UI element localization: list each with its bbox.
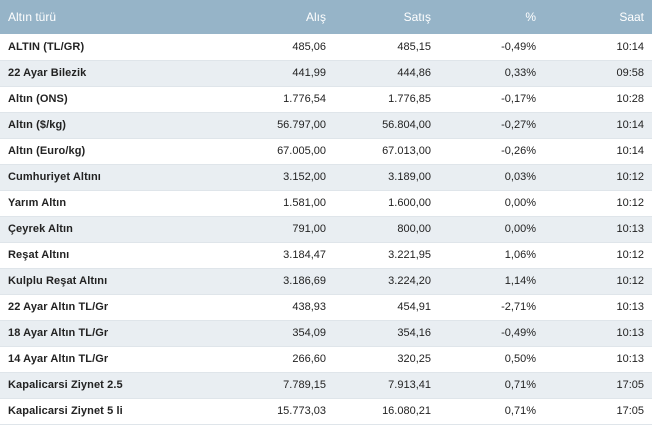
- table-body: ALTIN (TL/GR) 485,06 485,15 -0,49% 10:14…: [0, 34, 652, 424]
- cell-pct: -0,26%: [501, 145, 536, 157]
- cell-pct: -0,27%: [501, 119, 536, 131]
- table-row[interactable]: Kapalicarsi Ziynet 2.5 7.789,15 7.913,41…: [0, 372, 652, 398]
- header-time[interactable]: Saat: [619, 10, 644, 24]
- cell-buy: 485,06: [292, 40, 326, 53]
- table-row[interactable]: Altın (ONS) 1.776,54 1.776,85 -0,17% 10:…: [0, 86, 652, 112]
- cell-pct: -2,71%: [501, 301, 536, 313]
- header-pct[interactable]: %: [525, 10, 536, 24]
- cell-buy: 438,93: [292, 301, 326, 313]
- cell-pct: 0,71%: [504, 405, 536, 417]
- cell-name: Çeyrek Altın: [8, 223, 73, 235]
- cell-time: 10:13: [616, 327, 644, 339]
- cell-pct: 0,00%: [504, 197, 536, 209]
- cell-sell: 3.221,95: [388, 249, 431, 261]
- cell-name: Kapalicarsi Ziynet 5 li: [8, 405, 123, 417]
- header-buy[interactable]: Alış: [305, 10, 326, 24]
- cell-time: 10:12: [616, 275, 644, 287]
- cell-sell: 3.224,20: [388, 275, 431, 287]
- table-row[interactable]: 22 Ayar Bilezik 441,99 444,86 0,33% 09:5…: [0, 60, 652, 86]
- header-name[interactable]: Altın türü: [8, 10, 57, 24]
- cell-time: 10:13: [616, 301, 644, 313]
- cell-time: 10:12: [616, 171, 644, 183]
- cell-buy: 15.773,03: [277, 405, 326, 417]
- cell-buy: 56.797,00: [277, 119, 326, 131]
- cell-buy: 354,09: [292, 327, 326, 339]
- table-row[interactable]: 14 Ayar Altın TL/Gr 266,60 320,25 0,50% …: [0, 346, 652, 372]
- cell-buy: 3.184,47: [283, 249, 326, 261]
- cell-name: Kapalicarsi Ziynet 2.5: [8, 379, 123, 391]
- cell-sell: 485,15: [397, 40, 431, 53]
- header-sell[interactable]: Satış: [403, 10, 431, 24]
- cell-buy: 3.186,69: [283, 275, 326, 287]
- cell-buy: 791,00: [292, 223, 326, 235]
- table-row[interactable]: Reşat Altını 3.184,47 3.221,95 1,06% 10:…: [0, 242, 652, 268]
- cell-buy: 266,60: [292, 353, 326, 365]
- cell-pct: -0,49%: [501, 40, 536, 53]
- cell-pct: 1,06%: [504, 249, 536, 261]
- cell-name: Altın ($/kg): [8, 119, 67, 131]
- cell-name: Altın (Euro/kg): [8, 145, 86, 157]
- table-row[interactable]: Çeyrek Altın 791,00 800,00 0,00% 10:13: [0, 216, 652, 242]
- table-row[interactable]: 18 Ayar Altın TL/Gr 354,09 354,16 -0,49%…: [0, 320, 652, 346]
- cell-buy: 1.776,54: [283, 93, 326, 105]
- cell-time: 10:28: [616, 93, 644, 105]
- cell-pct: 0,33%: [504, 67, 536, 79]
- table-row[interactable]: Yarım Altın 1.581,00 1.600,00 0,00% 10:1…: [0, 190, 652, 216]
- cell-sell: 7.913,41: [388, 379, 431, 391]
- cell-sell: 1.600,00: [388, 197, 431, 209]
- cell-sell: 1.776,85: [388, 93, 431, 105]
- cell-pct: 0,00%: [504, 223, 536, 235]
- cell-sell: 16.080,21: [382, 405, 431, 417]
- table-row[interactable]: ALTIN (TL/GR) 485,06 485,15 -0,49% 10:14: [0, 34, 652, 60]
- cell-sell: 354,16: [397, 327, 431, 339]
- cell-name: Cumhuriyet Altını: [8, 171, 101, 183]
- cell-sell: 800,00: [397, 223, 431, 235]
- cell-time: 10:14: [616, 119, 644, 131]
- cell-name: 22 Ayar Altın TL/Gr: [8, 301, 109, 313]
- cell-sell: 3.189,00: [388, 171, 431, 183]
- cell-pct: -0,49%: [501, 327, 536, 339]
- cell-name: ALTIN (TL/GR): [8, 40, 85, 53]
- cell-pct: 1,14%: [504, 275, 536, 287]
- cell-time: 09:58: [616, 67, 644, 79]
- cell-sell: 320,25: [397, 353, 431, 365]
- cell-sell: 56.804,00: [382, 119, 431, 131]
- cell-name: Yarım Altın: [8, 197, 67, 209]
- table-row[interactable]: Kulplu Reşat Altını 3.186,69 3.224,20 1,…: [0, 268, 652, 294]
- table-row[interactable]: Altın ($/kg) 56.797,00 56.804,00 -0,27% …: [0, 112, 652, 138]
- cell-name: Altın (ONS): [8, 93, 68, 105]
- cell-buy: 7.789,15: [283, 379, 326, 391]
- cell-name: Kulplu Reşat Altını: [8, 275, 108, 287]
- table-row[interactable]: 22 Ayar Altın TL/Gr 438,93 454,91 -2,71%…: [0, 294, 652, 320]
- cell-time: 10:12: [616, 249, 644, 261]
- cell-name: Reşat Altını: [8, 249, 70, 261]
- cell-name: 14 Ayar Altın TL/Gr: [8, 353, 109, 365]
- table-row[interactable]: Altın (Euro/kg) 67.005,00 67.013,00 -0,2…: [0, 138, 652, 164]
- cell-time: 10:14: [616, 40, 644, 53]
- table-row[interactable]: Kapalicarsi Ziynet 5 li 15.773,03 16.080…: [0, 398, 652, 424]
- cell-sell: 454,91: [397, 301, 431, 313]
- cell-pct: 0,71%: [504, 379, 536, 391]
- cell-sell: 67.013,00: [382, 145, 431, 157]
- cell-buy: 1.581,00: [283, 197, 326, 209]
- cell-buy: 3.152,00: [283, 171, 326, 183]
- cell-buy: 67.005,00: [277, 145, 326, 157]
- cell-time: 10:13: [616, 223, 644, 235]
- table-header: Altın türü Alış Satış % Saat: [0, 0, 652, 34]
- header-row: Altın türü Alış Satış % Saat: [0, 0, 652, 34]
- cell-time: 10:13: [616, 353, 644, 365]
- cell-time: 17:05: [616, 379, 644, 391]
- cell-pct: 0,50%: [504, 353, 536, 365]
- cell-time: 17:05: [616, 405, 644, 417]
- cell-name: 18 Ayar Altın TL/Gr: [8, 327, 109, 339]
- cell-buy: 441,99: [292, 67, 326, 79]
- cell-name: 22 Ayar Bilezik: [8, 67, 87, 79]
- cell-pct: 0,03%: [504, 171, 536, 183]
- table-row[interactable]: Cumhuriyet Altını 3.152,00 3.189,00 0,03…: [0, 164, 652, 190]
- cell-pct: -0,17%: [501, 93, 536, 105]
- cell-sell: 444,86: [397, 67, 431, 79]
- cell-time: 10:14: [616, 145, 644, 157]
- cell-time: 10:12: [616, 197, 644, 209]
